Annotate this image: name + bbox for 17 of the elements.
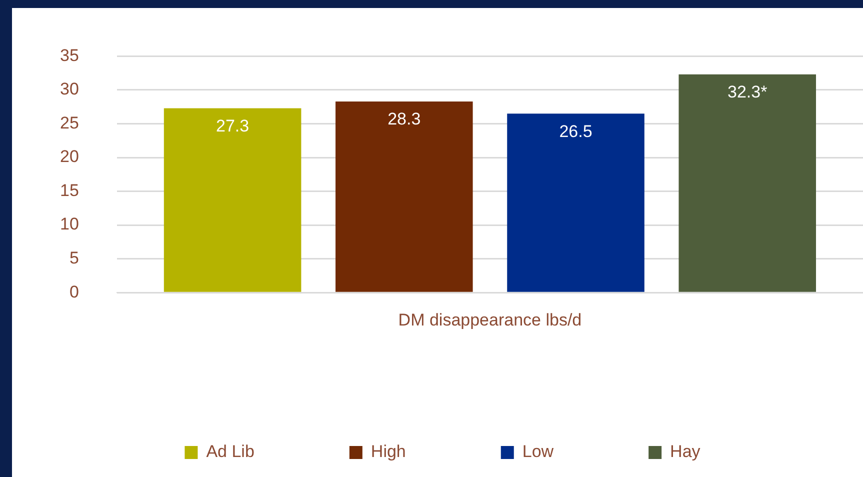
y-tick-label: 5 [69,248,79,268]
legend-label: Hay [670,442,701,462]
y-tick-label: 35 [60,46,79,65]
data-label: 32.3* [728,82,768,102]
y-tick-label: 20 [60,147,79,166]
x-tick-label: DM disappearance lbs/d [398,310,582,330]
y-tick-label: 25 [60,113,79,132]
data-label: 27.3 [216,116,250,136]
legend-label: Ad Lib [206,442,254,462]
data-label: 26.5 [559,122,592,141]
y-tick-label: 30 [60,80,79,99]
y-tick-label: 0 [69,282,79,302]
y-tick-label: 15 [60,180,79,200]
y-tick-label: 10 [60,214,79,234]
data-label: 28.3 [388,110,421,129]
legend-label: High [370,442,406,462]
legend-label: Low [522,442,554,462]
